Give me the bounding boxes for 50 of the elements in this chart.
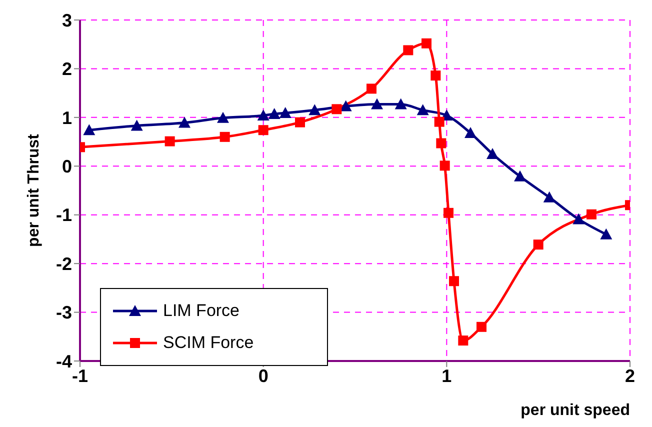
point [366,84,376,94]
point [600,228,612,240]
point [476,322,486,332]
point [130,120,143,131]
point [268,108,280,120]
point [257,109,270,120]
point [403,45,414,56]
y-tick-label: -3 [56,302,72,323]
point [178,116,190,128]
point [394,98,407,110]
y-tick-label: -2 [56,254,72,274]
y-tick-label: 1 [62,108,72,128]
y-tick-label: -1 [56,205,72,226]
y-tick-label: 3 [62,10,72,30]
y-tick-label: 2 [62,59,72,80]
point [464,127,476,138]
y-axis-title: per unit Thrust [26,133,43,247]
point [586,209,596,220]
x-axis-title: per unit speed [520,402,630,419]
point [220,132,230,142]
point [543,191,556,202]
point [279,107,292,118]
point [440,160,450,171]
point [449,276,459,286]
point [444,208,454,218]
point [486,148,498,159]
point [422,38,432,48]
point [217,112,229,123]
point [164,136,175,146]
point [533,240,544,250]
y-tick-label: 0 [62,156,72,177]
point [572,213,585,224]
point [514,170,526,182]
point [416,104,429,116]
legend-label: SCIM Force [163,333,254,353]
point [308,104,321,116]
point [371,98,383,110]
point [458,336,468,346]
point [434,116,444,127]
point [258,125,268,136]
x-tick-label: 1 [442,366,452,386]
x-tick-label: 0 [258,366,268,386]
point [295,117,305,128]
y-tick-label: -4 [56,351,72,372]
point [436,138,446,148]
point [430,70,441,81]
point [83,124,96,136]
legend-label: LIM Force [163,301,240,321]
point [332,104,342,114]
x-tick-label: 2 [624,366,636,386]
